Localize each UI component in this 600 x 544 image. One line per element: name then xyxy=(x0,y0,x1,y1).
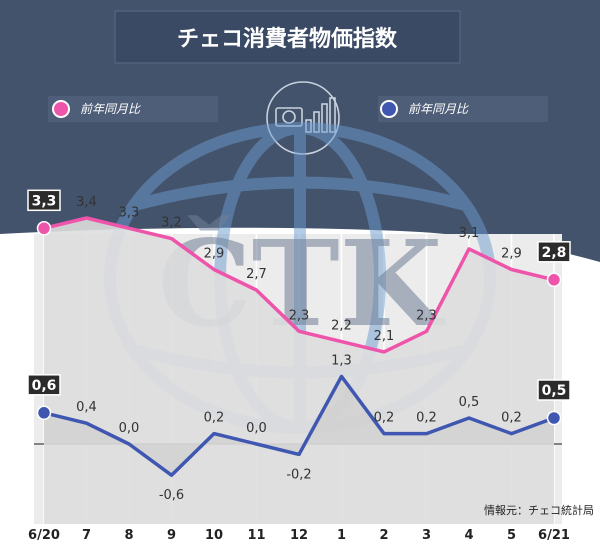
legend: 前年同月比 前年同月比 xyxy=(48,96,548,122)
x-tick-2: 8 xyxy=(124,528,133,543)
x-tick-11: 5 xyxy=(507,528,516,543)
legend-marker-2 xyxy=(380,100,398,118)
series-2-data-label-6: -0,2 xyxy=(286,467,311,482)
series-1-data-label-11: 2,9 xyxy=(501,247,522,262)
series-1-data-label-12: 2,8 xyxy=(542,245,567,261)
x-tick-7: 1 xyxy=(337,528,346,543)
series-1-data-label-6: 2,3 xyxy=(289,308,310,323)
legend-box-2 xyxy=(378,96,548,122)
source-note: 情報元：チェコ統計局 xyxy=(484,503,594,517)
series-2-data-label-8: 0,2 xyxy=(374,411,395,426)
series-1-point-12 xyxy=(546,272,562,288)
title-box xyxy=(114,10,461,64)
series-areas xyxy=(44,218,554,524)
series-2-data-label-2: 0,0 xyxy=(119,421,140,436)
series-1-point-0 xyxy=(36,221,52,236)
series-2-line xyxy=(43,374,555,477)
x-tick-10: 4 xyxy=(464,528,473,543)
x-tick-6: 12 xyxy=(290,528,308,543)
series-1-data-label-3: 3,2 xyxy=(161,216,182,231)
series-2-point-12 xyxy=(546,410,562,426)
x-axis-band xyxy=(0,524,600,544)
series-2-data-label-4: 0,2 xyxy=(204,411,225,426)
data-labels: 3,3 3,4 3,3 3,2 2,9 2,7 2,3 2,2 2,1 2,3 3,1 2,9 2,8 0… xyxy=(27,189,571,503)
x-tick-8: 2 xyxy=(379,528,388,543)
series-1-data-label-5: 2,7 xyxy=(246,267,267,282)
series-2-data-label-12: 0,5 xyxy=(542,383,567,399)
data-points xyxy=(36,221,562,426)
series-2-data-label-10: 0,5 xyxy=(459,395,480,410)
legend-label-1: 前年同月比 xyxy=(80,102,141,116)
series-2-data-label-11: 0,2 xyxy=(501,411,522,426)
series-1-data-label-7: 2,2 xyxy=(331,319,352,334)
series-2-area xyxy=(44,376,554,476)
series-2-label-box-0 xyxy=(27,374,61,396)
series-1-label-box-0 xyxy=(27,189,61,212)
x-tick-0: 6/20 xyxy=(28,528,60,543)
series-2-data-label-5: 0,0 xyxy=(246,421,267,436)
x-tick-4: 10 xyxy=(205,528,223,543)
x-tick-labels: 6/20 7 8 9 10 11 12 1 2 3 4 5 6/21 xyxy=(28,528,570,543)
legend-marker-1 xyxy=(52,100,70,118)
x-tick-3: 9 xyxy=(167,528,176,543)
series-2-data-label-7: 1,3 xyxy=(331,353,352,368)
series-2-data-label-1: 0,4 xyxy=(76,400,97,415)
series-1-data-label-4: 2,9 xyxy=(204,247,225,262)
chart-title: チェコ消費者物価指数 xyxy=(177,26,398,52)
series-1-data-label-0: 3,3 xyxy=(32,193,57,209)
series-1-data-label-1: 3,4 xyxy=(76,195,97,210)
series-1-line xyxy=(43,216,555,354)
series-1-data-label-8: 2,1 xyxy=(374,329,395,344)
series-1-data-label-10: 3,1 xyxy=(459,226,480,241)
x-tick-9: 3 xyxy=(422,528,431,543)
series-2-data-label-9: 0,2 xyxy=(416,411,437,426)
legend-label-2: 前年同月比 xyxy=(408,102,469,116)
series-1-data-label-2: 3,3 xyxy=(119,205,140,220)
x-tick-5: 11 xyxy=(247,528,265,543)
legend-box-1 xyxy=(48,96,218,122)
series-lines xyxy=(43,216,555,477)
series-2-point-0 xyxy=(36,405,52,421)
x-tick-1: 7 xyxy=(82,528,91,543)
series-2-data-label-3: -0,6 xyxy=(159,488,184,503)
series-1-data-label-9: 2,3 xyxy=(416,308,437,323)
series-2-data-label-0: 0,6 xyxy=(32,378,57,394)
series-2-label-box-12 xyxy=(537,379,571,401)
x-tick-12: 6/21 xyxy=(538,528,570,543)
series-1-label-box-12 xyxy=(537,241,571,263)
